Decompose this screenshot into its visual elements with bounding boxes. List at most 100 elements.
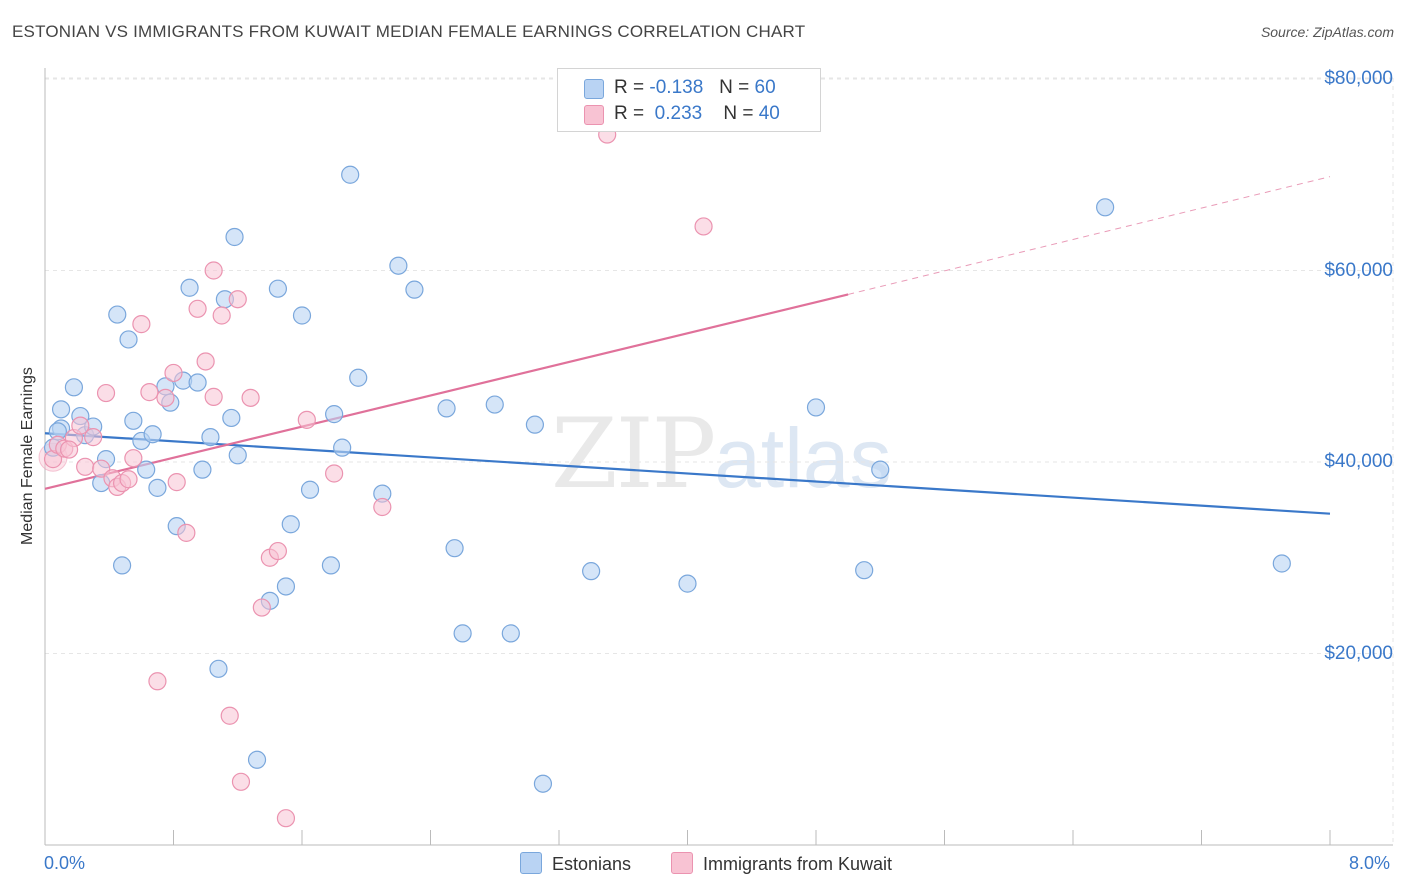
kuwait-point	[212, 306, 231, 325]
estonians-point	[453, 624, 472, 643]
estonians-point	[148, 478, 167, 497]
estonians-point	[525, 415, 545, 434]
estonians-point	[108, 305, 127, 324]
estonians-swatch	[584, 79, 604, 99]
legend-item-estonians: Estonians	[520, 852, 631, 875]
y-tick-label: $20,000	[1324, 642, 1393, 664]
estonians-point	[1096, 198, 1115, 217]
kuwait-point	[325, 464, 344, 483]
y-axis-label: Median Female Earnings	[19, 367, 36, 545]
estonians-point	[143, 425, 162, 444]
gridlines	[45, 77, 1395, 845]
kuwait-point	[373, 497, 392, 517]
estonians-point	[405, 280, 424, 299]
y-tick-label: $80,000	[1324, 68, 1393, 89]
kuwait-trend-line	[44, 293, 849, 490]
estonians-point	[225, 227, 244, 247]
kuwait-trend-extension	[848, 176, 1331, 295]
estonians-point	[281, 515, 300, 534]
kuwait-point	[231, 772, 251, 791]
legend-label: Estonians	[552, 854, 632, 874]
estonians-point	[871, 460, 890, 479]
estonians-point	[112, 556, 132, 575]
kuwait-point	[241, 388, 260, 407]
kuwait-point	[124, 449, 143, 468]
estonians-point	[582, 562, 601, 581]
watermark: ZIPatlas	[551, 398, 892, 510]
kuwait-point	[71, 416, 90, 435]
estonians-point	[137, 460, 156, 479]
kuwait-swatch	[584, 105, 604, 125]
estonians-point	[437, 399, 456, 418]
estonians-point	[389, 256, 408, 275]
kuwait-point	[119, 470, 138, 489]
kuwait-point	[164, 363, 183, 383]
estonians-point	[341, 165, 360, 184]
kuwait-point	[148, 672, 167, 691]
kuwait-point	[132, 315, 151, 334]
estonians-point	[228, 446, 247, 465]
estonians-point	[349, 368, 368, 387]
axes	[44, 68, 1393, 846]
estonians-point	[209, 659, 228, 678]
kuwait-point	[196, 352, 215, 371]
kuwait-point	[177, 523, 196, 542]
kuwait-point	[167, 473, 186, 492]
estonians-point	[806, 398, 826, 417]
chart-title: ESTONIAN VS IMMIGRANTS FROM KUWAIT MEDIA…	[12, 22, 806, 41]
kuwait-point	[268, 541, 288, 561]
kuwait-point	[84, 428, 103, 447]
kuwait-point	[204, 387, 223, 406]
estonians-point	[268, 279, 288, 298]
kuwait-point	[228, 290, 247, 309]
estonians-point	[51, 400, 71, 419]
estonians-point	[201, 428, 220, 447]
estonians-point	[501, 624, 520, 643]
legend-label: Immigrants from Kuwait	[703, 854, 893, 874]
kuwait-point	[156, 388, 175, 407]
watermark-zip: ZIP	[551, 398, 716, 510]
estonians-point	[485, 395, 504, 414]
estonians-point	[678, 574, 697, 593]
kuwait-point	[276, 809, 296, 828]
correlation-legend: R = -0.138 N = 60 R = 0.233 N = 40	[557, 68, 821, 132]
kuwait-point	[694, 217, 713, 236]
kuwait-point	[252, 598, 271, 617]
source-label: Source: ZipAtlas.com	[1260, 24, 1394, 40]
kuwait-point	[76, 457, 95, 476]
x-tick-label-max: 8.0%	[1349, 853, 1391, 873]
estonians-point	[188, 373, 207, 392]
kuwait-point	[204, 261, 223, 280]
estonians-point	[222, 408, 241, 428]
estonians-point	[325, 405, 344, 424]
estonians-point	[247, 750, 267, 769]
y-tick-label: $40,000	[1324, 451, 1393, 472]
estonians-point	[445, 539, 464, 558]
data-points	[38, 125, 1291, 828]
kuwait-swatch	[671, 852, 693, 874]
kuwait-point	[220, 706, 239, 725]
estonians-swatch	[520, 852, 542, 874]
kuwait-point	[96, 383, 116, 403]
legend-row-text: R = -0.138 N = 60	[614, 77, 776, 98]
estonians-point	[1272, 554, 1291, 573]
kuwait-point	[297, 410, 316, 429]
estonians-point	[333, 438, 352, 457]
kuwait-point	[59, 440, 79, 459]
estonians-point	[276, 577, 296, 596]
legend-row-text: R = 0.233 N = 40	[614, 103, 780, 124]
estonians-trend-line	[44, 432, 1331, 515]
kuwait-point	[188, 299, 207, 318]
estonians-point	[300, 480, 320, 499]
estonians-point	[180, 278, 199, 297]
estonians-point	[64, 378, 84, 397]
estonians-point	[292, 306, 312, 325]
estonians-point	[124, 411, 143, 430]
legend-item-kuwait: Immigrants from Kuwait	[671, 852, 892, 875]
estonians-point	[193, 460, 212, 479]
x-tick-label-min: 0.0%	[44, 853, 86, 873]
estonians-point	[119, 330, 138, 349]
y-tick-label: $60,000	[1324, 259, 1393, 281]
estonians-point	[321, 556, 341, 575]
